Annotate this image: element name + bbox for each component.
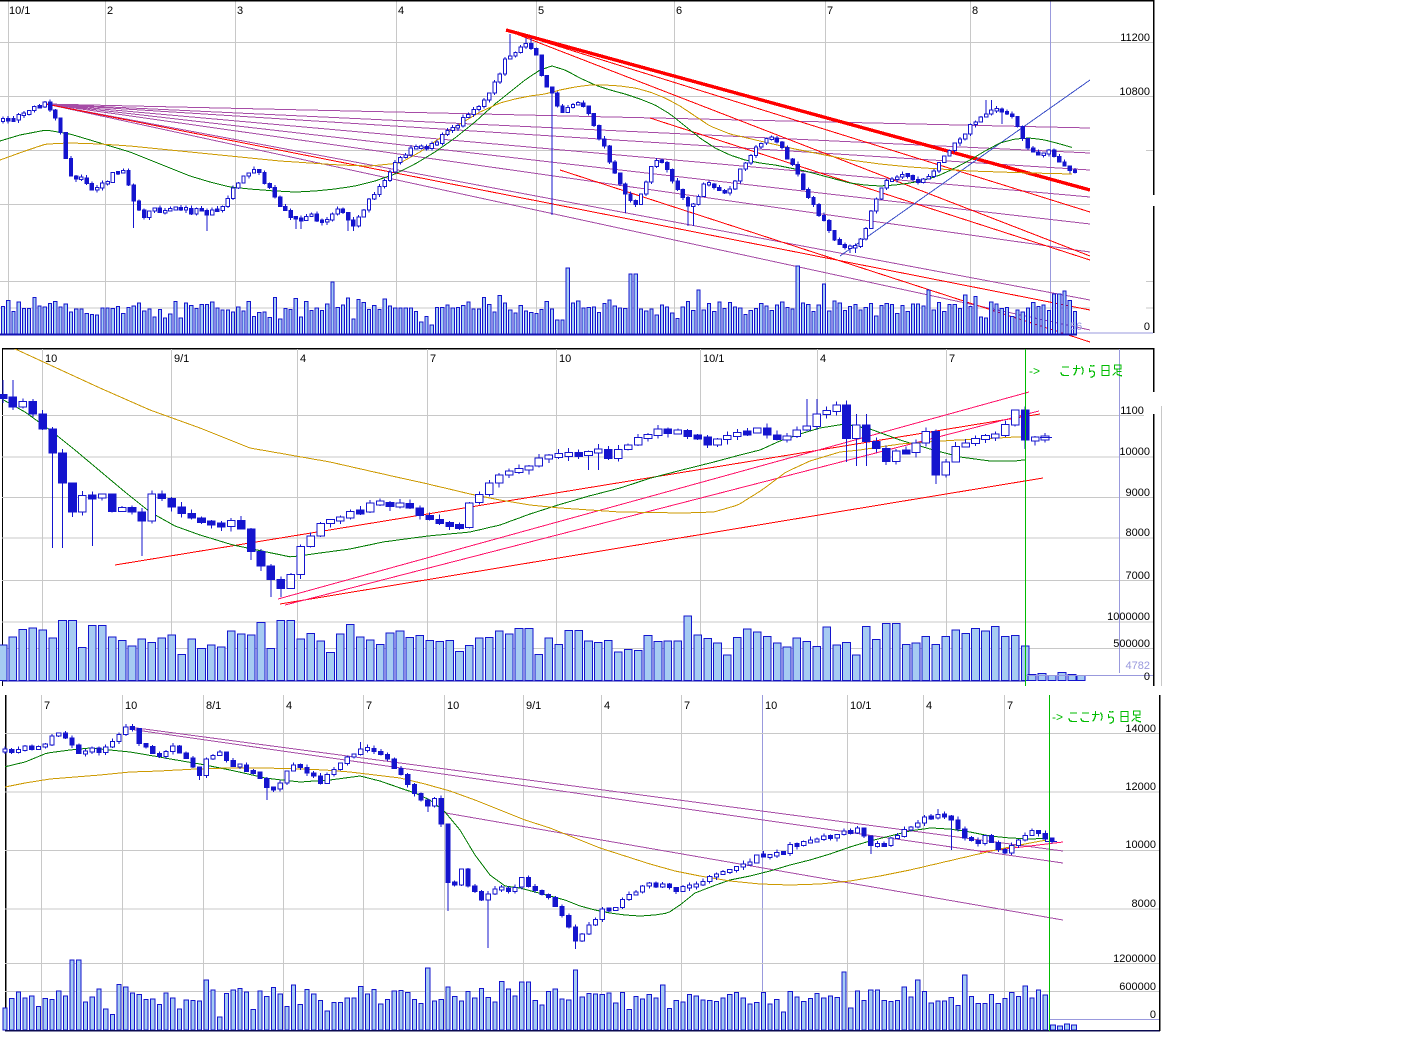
svg-text:7: 7 (44, 700, 50, 712)
svg-text:9/1: 9/1 (526, 700, 541, 712)
svg-text:11200: 11200 (1120, 32, 1150, 44)
svg-text:10000: 10000 (1125, 839, 1156, 851)
svg-text:10: 10 (559, 353, 571, 365)
svg-text:4: 4 (820, 353, 826, 365)
svg-text:5: 5 (538, 5, 544, 17)
svg-text:600000: 600000 (1119, 981, 1156, 993)
svg-text:4: 4 (300, 353, 306, 365)
svg-text:10: 10 (45, 353, 57, 365)
svg-text:2: 2 (107, 5, 113, 17)
svg-text:0: 0 (1150, 1009, 1156, 1021)
svg-text:4782: 4782 (1126, 660, 1150, 672)
svg-text:9000: 9000 (1126, 487, 1150, 499)
svg-text:6: 6 (676, 5, 682, 17)
svg-text:4: 4 (926, 700, 932, 712)
svg-text:7: 7 (430, 353, 436, 365)
svg-text:56: 56 (1070, 321, 1082, 333)
svg-text:7: 7 (1007, 700, 1013, 712)
svg-text:9/1: 9/1 (174, 353, 189, 365)
svg-text:10/1: 10/1 (703, 353, 724, 365)
svg-text:8000: 8000 (1132, 898, 1156, 910)
svg-text:10000: 10000 (1119, 446, 1150, 458)
svg-text:7000: 7000 (1126, 570, 1150, 582)
svg-text:10/1: 10/1 (9, 5, 30, 17)
svg-text:8/1: 8/1 (206, 700, 221, 712)
svg-text:->: -> (1052, 710, 1063, 724)
svg-text:10: 10 (125, 700, 137, 712)
svg-text:7: 7 (949, 353, 955, 365)
svg-text:7: 7 (366, 700, 372, 712)
svg-text:500000: 500000 (1113, 638, 1150, 650)
svg-text:10/1: 10/1 (850, 700, 871, 712)
svg-text:7: 7 (827, 5, 833, 17)
svg-text:10: 10 (765, 700, 777, 712)
svg-text:4: 4 (286, 700, 292, 712)
svg-text:4: 4 (604, 700, 610, 712)
svg-text:8: 8 (972, 5, 978, 17)
svg-text:14000: 14000 (1125, 723, 1156, 735)
svg-text:0: 0 (1144, 671, 1150, 683)
svg-text:3: 3 (237, 5, 243, 17)
svg-text:8000: 8000 (1126, 527, 1150, 539)
svg-text:10800: 10800 (1119, 86, 1150, 98)
svg-text:11000: 11000 (1120, 405, 1150, 417)
svg-text:10: 10 (447, 700, 459, 712)
svg-text:1000000: 1000000 (1107, 611, 1150, 623)
svg-text:4: 4 (398, 5, 404, 17)
svg-text:0: 0 (1144, 321, 1150, 333)
svg-text:1200000: 1200000 (1113, 953, 1156, 965)
svg-text:12000: 12000 (1125, 781, 1156, 793)
svg-text:7: 7 (684, 700, 690, 712)
svg-text:->: -> (1029, 364, 1040, 378)
